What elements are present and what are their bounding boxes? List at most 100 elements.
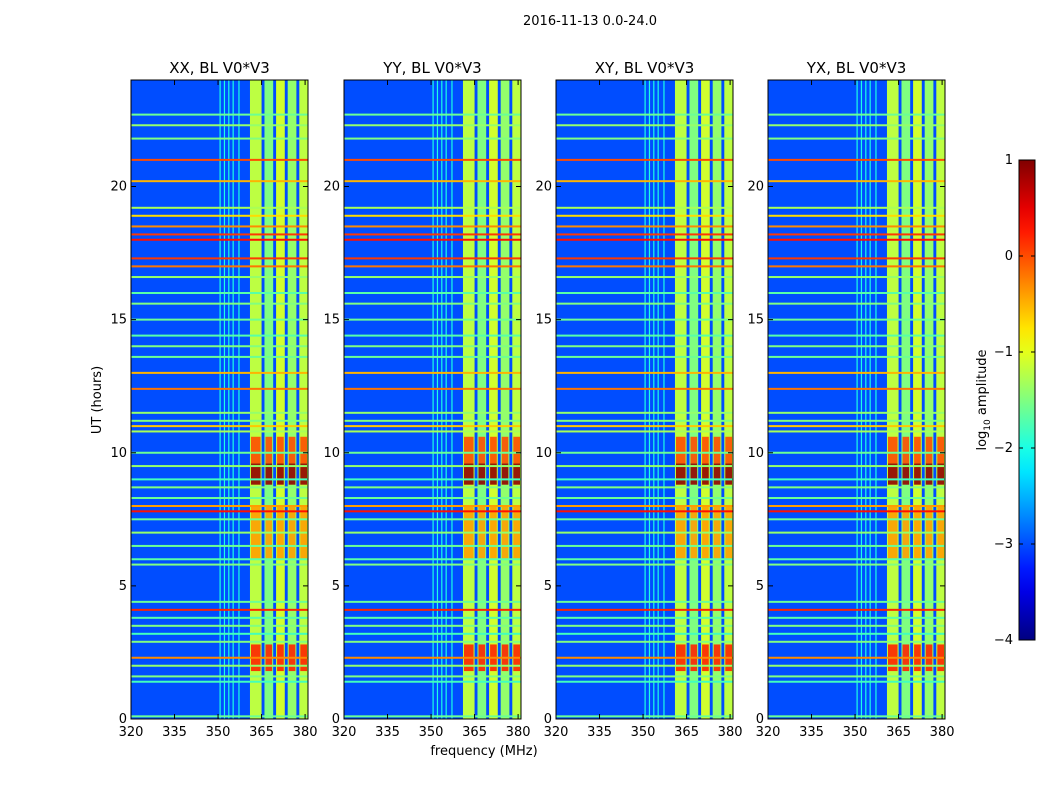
rfi-hour-line — [131, 715, 308, 718]
rfi-hour-line — [344, 656, 521, 659]
rfi-hour-line — [556, 124, 733, 127]
rfi-hour-line — [131, 206, 308, 209]
rfi-freq-line — [441, 80, 443, 719]
x-tick-label: 350 — [206, 725, 231, 740]
y-tick-label: 0 — [756, 712, 764, 727]
rfi-hour-line — [131, 624, 308, 627]
rfi-hour-line — [131, 544, 308, 547]
x-tick-label: 365 — [674, 725, 699, 740]
rfi-freq-line — [653, 80, 655, 719]
colorbar-tick-label: −4 — [994, 633, 1013, 648]
rfi-hour-line — [556, 675, 733, 678]
rfi-hour-line — [344, 180, 521, 183]
rfi-hour-line — [556, 632, 733, 635]
rfi-hour-line — [344, 124, 521, 127]
rfi-hour-line — [344, 680, 521, 683]
band-column — [924, 80, 934, 719]
band-column — [500, 80, 510, 719]
rfi-hour-line — [768, 158, 945, 161]
rfi-hour-line — [131, 371, 308, 374]
hot-block — [463, 463, 474, 485]
rfi-hour-line — [131, 113, 308, 116]
colorbar-tick-label: −3 — [994, 537, 1013, 552]
rfi-hour-line — [344, 214, 521, 217]
hot-block — [690, 463, 698, 485]
rfi-hour-line — [768, 265, 945, 268]
rfi-hour-line — [131, 486, 308, 489]
rfi-hour-line — [556, 371, 733, 374]
x-tick-label: 335 — [375, 725, 400, 740]
hot-block — [250, 436, 261, 464]
rfi-hour-line — [131, 180, 308, 183]
rfi-hour-line — [556, 430, 733, 433]
rfi-hour-line — [768, 640, 945, 643]
rfi-hour-line — [768, 137, 945, 140]
colorbar-label-sub: 10 — [983, 419, 993, 431]
rfi-freq-line — [875, 80, 877, 719]
hot-block — [478, 436, 486, 464]
hot-block — [490, 436, 497, 464]
panel-frame — [130, 79, 309, 720]
rfi-hour-line — [344, 238, 521, 241]
hot-block — [513, 436, 520, 464]
rfi-hour-line — [556, 510, 733, 513]
rfi-hour-line — [556, 518, 733, 521]
rfi-hour-line — [131, 425, 308, 428]
rfi-hour-line — [556, 238, 733, 241]
rfi-hour-line — [344, 531, 521, 534]
rfi-hour-line — [344, 292, 521, 294]
rfi-freq-line — [451, 80, 453, 719]
rfi-hour-line — [768, 656, 945, 659]
rfi-hour-line — [131, 158, 308, 161]
panel-title: XX, BL V0*V3 — [169, 59, 270, 77]
y-tick-label: 15 — [747, 313, 764, 328]
hot-block — [265, 463, 273, 485]
figure-title: 2016-11-13 0.0-24.0 — [523, 14, 657, 29]
rfi-hour-line — [768, 206, 945, 209]
rfi-hour-line — [768, 715, 945, 718]
rfi-hour-line — [131, 616, 308, 619]
rfi-hour-line — [556, 355, 733, 358]
colorbar-label-rest: amplitude — [975, 349, 990, 419]
rfi-hour-line — [131, 478, 308, 481]
rfi-hour-line — [344, 158, 521, 161]
panel-title: YY, BL V0*V3 — [382, 59, 481, 77]
band-column — [287, 80, 297, 719]
y-tick-label: 20 — [323, 180, 340, 195]
band-column — [936, 80, 945, 719]
rfi-hour-line — [556, 656, 733, 659]
rfi-hour-line — [768, 345, 945, 348]
rfi-hour-line — [344, 257, 521, 260]
hot-block — [713, 463, 721, 485]
y-tick-label: 0 — [332, 712, 340, 727]
band-column — [512, 80, 521, 719]
colorbar-label: log10 amplitude — [975, 349, 993, 450]
x-tick-label: 335 — [587, 725, 612, 740]
rfi-hour-line — [556, 558, 733, 561]
rfi-hour-line — [344, 510, 521, 513]
hot-block — [937, 463, 944, 485]
rfi-hour-line — [768, 276, 945, 279]
rfi-hour-line — [344, 355, 521, 358]
rfi-hour-line — [768, 302, 945, 305]
rfi-hour-line — [344, 640, 521, 643]
rfi-hour-line — [768, 180, 945, 183]
rfi-hour-line — [556, 292, 733, 294]
rfi-hour-line — [344, 425, 521, 428]
x-tick-label: 365 — [462, 725, 487, 740]
x-tick-label: 380 — [506, 725, 531, 740]
rfi-hour-line — [768, 675, 945, 678]
hot-block — [690, 436, 698, 464]
rfi-hour-line — [131, 302, 308, 305]
rfi-hour-line — [556, 257, 733, 260]
hot-block — [675, 436, 686, 464]
rfi-hour-line — [131, 276, 308, 279]
y-tick-label: 20 — [110, 180, 127, 195]
y-tick-label: 5 — [756, 579, 764, 594]
panel-title: XY, BL V0*V3 — [595, 59, 695, 77]
rfi-freq-line — [644, 80, 646, 719]
rfi-hour-line — [768, 214, 945, 217]
x-tick-label: 350 — [843, 725, 868, 740]
y-tick-label: 0 — [544, 712, 552, 727]
